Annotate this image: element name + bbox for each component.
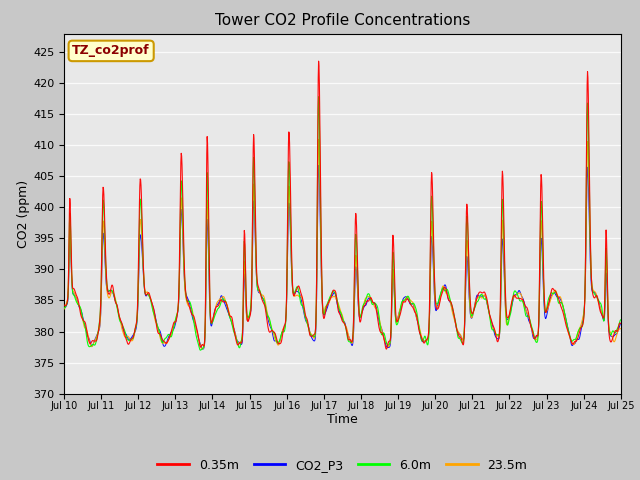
Text: TZ_co2prof: TZ_co2prof <box>72 44 150 58</box>
X-axis label: Time: Time <box>327 413 358 426</box>
Legend: 0.35m, CO2_P3, 6.0m, 23.5m: 0.35m, CO2_P3, 6.0m, 23.5m <box>152 454 532 477</box>
Y-axis label: CO2 (ppm): CO2 (ppm) <box>17 180 30 248</box>
Title: Tower CO2 Profile Concentrations: Tower CO2 Profile Concentrations <box>214 13 470 28</box>
